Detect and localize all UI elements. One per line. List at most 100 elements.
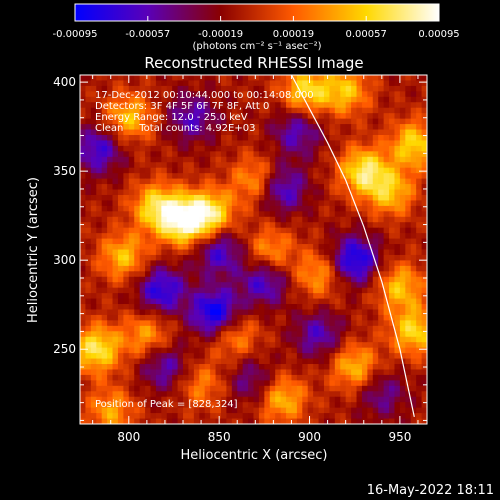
heatmap-cell <box>215 184 222 191</box>
heatmap-cell <box>264 173 271 180</box>
heatmap-cell <box>150 124 157 131</box>
heatmap-cell <box>356 298 363 305</box>
heatmap-cell <box>345 287 352 294</box>
heatmap-cell <box>307 238 314 245</box>
heatmap-cell <box>405 265 412 272</box>
heatmap-cell <box>280 353 287 360</box>
heatmap-cell <box>96 96 103 103</box>
heatmap-cell <box>226 336 233 343</box>
heatmap-cell <box>107 151 114 158</box>
heatmap-cell <box>107 358 114 365</box>
heatmap-cell <box>112 151 119 158</box>
heatmap-cell <box>410 233 417 240</box>
heatmap-cell <box>101 107 108 114</box>
heatmap-cell <box>161 402 168 409</box>
heatmap-cell <box>307 194 314 202</box>
heatmap-cell <box>188 336 195 343</box>
heatmap-cell <box>242 364 249 371</box>
heatmap-cell <box>123 244 130 251</box>
heatmap-cell <box>361 418 368 424</box>
heatmap-cell <box>421 314 427 321</box>
heatmap-cell <box>307 298 314 305</box>
heatmap-cell <box>112 347 119 354</box>
heatmap-cell <box>96 178 103 185</box>
heatmap-cell <box>351 391 358 398</box>
heatmap-cell <box>155 325 162 332</box>
heatmap-cell <box>372 385 379 392</box>
heatmap-cell <box>248 374 255 381</box>
heatmap-cell <box>134 254 141 261</box>
heatmap-cell <box>139 184 146 191</box>
heatmap-cell <box>220 265 227 272</box>
heatmap-cell <box>378 156 385 163</box>
heatmap-cell <box>307 364 314 371</box>
heatmap-cell <box>296 276 303 283</box>
heatmap-cell <box>389 156 396 163</box>
heatmap-cell <box>280 222 287 229</box>
heatmap-cell <box>334 200 341 207</box>
heatmap-cell <box>323 271 330 278</box>
heatmap-cell <box>410 358 417 365</box>
heatmap-cell <box>172 342 179 349</box>
heatmap-cell <box>177 249 184 256</box>
heatmap-cell <box>177 222 184 229</box>
heatmap-cell <box>96 205 103 212</box>
heatmap-cell <box>166 396 173 403</box>
heatmap-cell <box>248 287 255 294</box>
heatmap-cell <box>323 282 330 289</box>
heatmap-cell <box>210 102 217 109</box>
heatmap-cell <box>155 336 162 343</box>
heatmap-cell <box>117 216 124 223</box>
heatmap-cell <box>231 413 238 420</box>
heatmap-cell <box>351 80 358 87</box>
heatmap-cell <box>253 385 260 392</box>
heatmap-cell <box>188 309 195 316</box>
heatmap-cell <box>199 396 206 403</box>
heatmap-cell <box>302 129 309 136</box>
heatmap-cell <box>334 380 341 387</box>
heatmap-cell <box>323 91 330 98</box>
heatmap-cell <box>80 276 87 283</box>
heatmap-cell <box>220 238 227 245</box>
heatmap-cell <box>177 391 184 398</box>
heatmap-cell <box>248 342 255 349</box>
heatmap-cell <box>405 80 412 87</box>
heatmap-cell <box>334 413 341 420</box>
heatmap-cell <box>275 194 282 202</box>
heatmap-cell <box>286 271 293 278</box>
heatmap-cell <box>248 102 255 109</box>
heatmap-cell <box>286 156 293 163</box>
heatmap-cell <box>220 96 227 103</box>
heatmap-cell <box>204 216 211 223</box>
heatmap-cell <box>264 162 271 169</box>
heatmap-cell <box>372 407 379 414</box>
heatmap-cell <box>166 118 173 125</box>
heatmap-cell <box>416 75 423 82</box>
heatmap-cell <box>90 167 97 174</box>
heatmap-cell <box>264 260 271 267</box>
heatmap-cell <box>280 396 287 403</box>
annotation-line-detectors: Detectors: 3F 4F 5F 6F 7F 8F, Att 0 <box>95 101 269 112</box>
heatmap-cell <box>145 200 152 207</box>
heatmap-cell <box>134 374 141 381</box>
heatmap-cell <box>193 342 200 349</box>
heatmap-cell <box>291 254 298 261</box>
heatmap-cell <box>323 233 330 240</box>
heatmap-cell <box>340 162 347 169</box>
heatmap-cell <box>405 309 412 316</box>
heatmap-cell <box>210 189 217 196</box>
heatmap-cell <box>155 293 162 300</box>
heatmap-cell <box>389 211 396 218</box>
heatmap-cell <box>145 396 152 403</box>
heatmap-cell <box>334 342 341 349</box>
heatmap-cell <box>356 200 363 207</box>
heatmap-cell <box>242 145 249 152</box>
heatmap-cell <box>389 320 396 327</box>
heatmap-cell <box>394 254 401 261</box>
heatmap-cell <box>107 271 114 278</box>
heatmap-cell <box>421 304 427 311</box>
heatmap-cell <box>85 413 92 420</box>
heatmap-cell <box>128 85 135 92</box>
heatmap-cell <box>318 75 325 82</box>
heatmap-cell <box>117 85 124 92</box>
